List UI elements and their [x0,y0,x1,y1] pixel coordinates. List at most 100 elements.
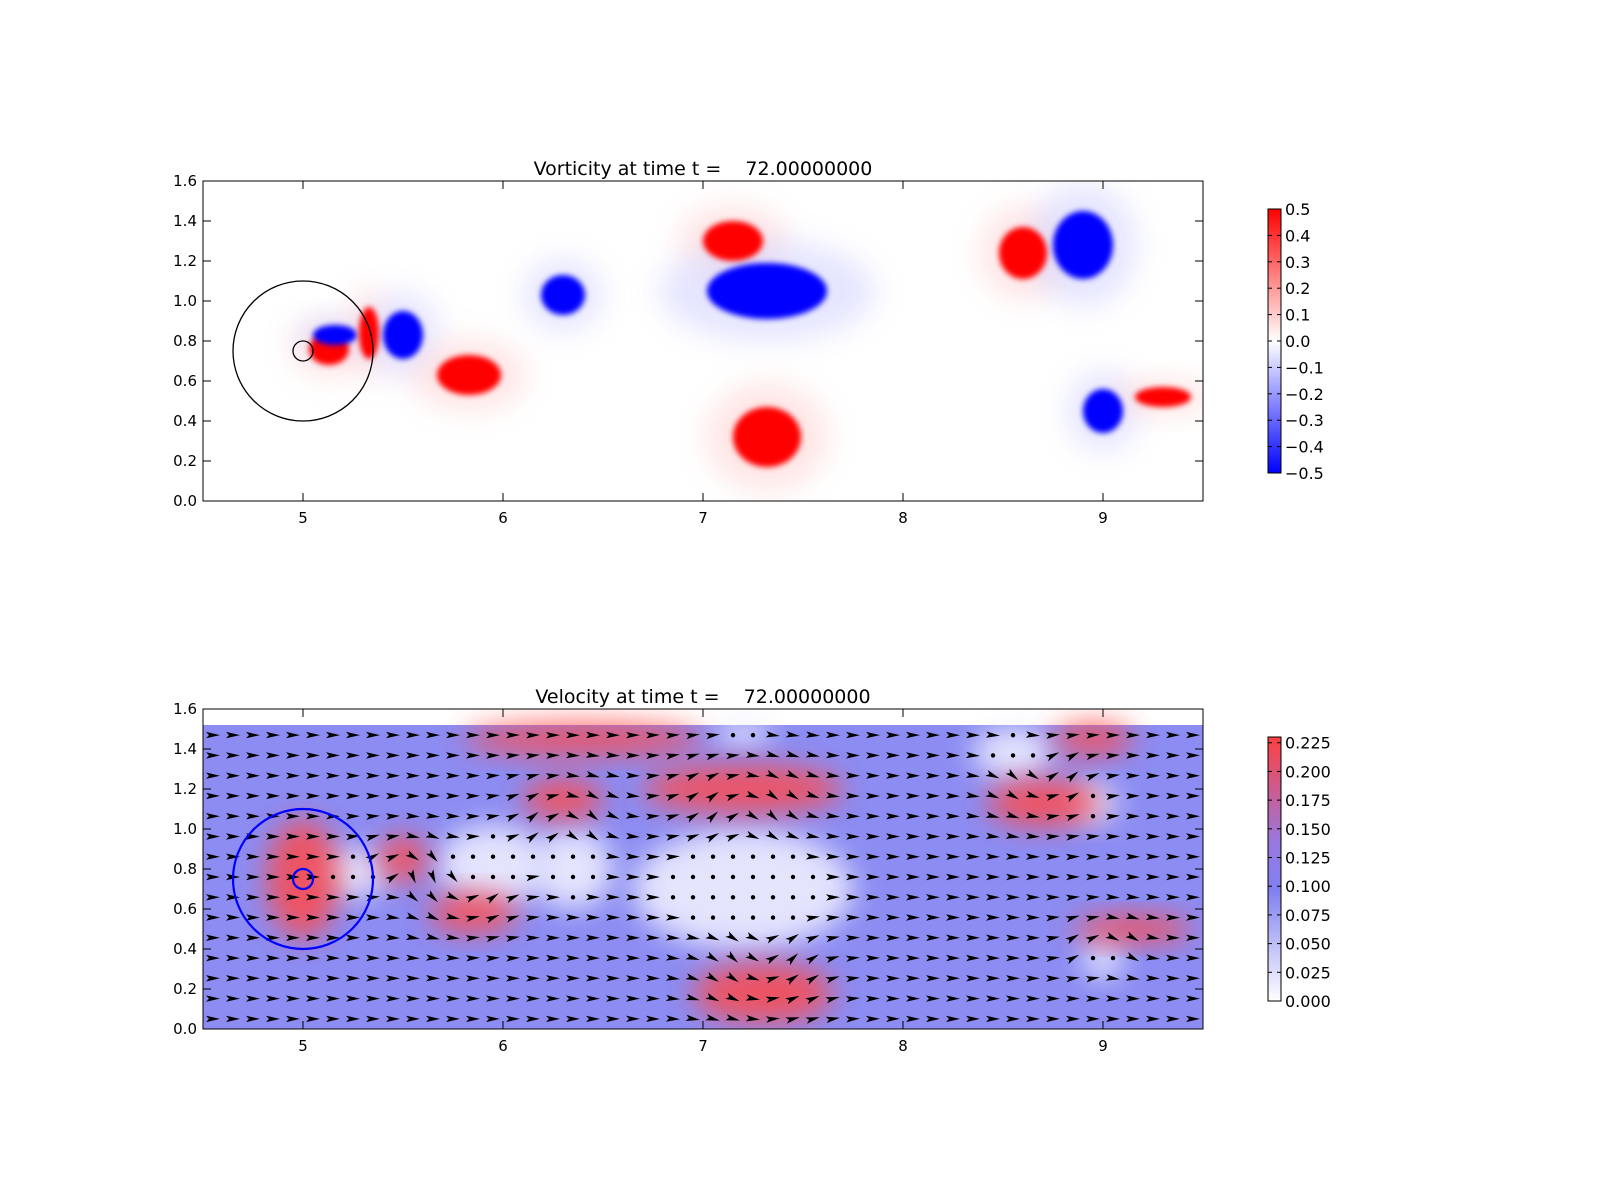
quiver-arrow [446,752,460,759]
slow-region [713,721,773,745]
quiver-dot [750,732,756,738]
quiver-arrow [785,1017,800,1024]
quiver-arrow [246,954,260,962]
quiver-arrow [405,954,420,961]
quiver-arrow [306,934,320,941]
quiver-arrow [846,833,860,840]
quiver-arrow [845,1016,860,1023]
quiver-arrow [966,934,980,941]
quiver-arrow [906,772,920,779]
quiver-arrow [966,975,980,982]
quiver-arrow [685,953,700,960]
quiver-arrow [346,995,360,1002]
quiver-arrow [1106,853,1120,860]
quiver-arrow [465,894,480,903]
quiver-arrow [1045,833,1060,841]
quiver-arrow [406,792,420,800]
quiver-arrow [646,873,660,881]
quiver-arrow [805,915,820,922]
quiver-dot [730,874,736,880]
quiver-arrow [1046,873,1060,881]
velocity-field [203,709,1203,1029]
quiver-arrow [486,1015,500,1023]
quiver-arrow [605,831,620,839]
quiver-dot [730,732,736,738]
quiver-arrow [346,772,360,779]
quiver-arrow [266,1015,280,1023]
quiver-arrow [266,752,280,759]
quiver-arrow [546,934,560,942]
quiver-arrow [326,1015,340,1023]
quiver-arrow [226,934,240,941]
colorbar-tick-label: 0.100 [1285,877,1331,896]
quiver-dot [810,874,816,880]
quiver-arrow [246,731,260,739]
quiver-arrow [286,975,300,982]
quiver-arrow [206,731,220,739]
quiver-arrow [866,914,880,921]
quiver-arrow [246,752,260,759]
quiver-arrow [906,792,920,800]
quiver-arrow [485,752,500,759]
quiver-arrow [665,954,680,961]
quiver-arrow [1166,792,1180,800]
quiver-arrow [926,833,940,840]
quiver-arrow [226,731,240,739]
quiver-arrow [965,833,980,840]
quiver-arrow [545,894,560,901]
quiver-arrow [626,954,640,962]
quiver-arrow [1166,772,1180,779]
quiver-arrow [326,752,340,759]
quiver-arrow [1146,1015,1160,1023]
quiver-arrow [646,934,660,941]
quiver-arrow [1026,975,1040,982]
quiver-arrow [705,992,720,1002]
quiver-arrow [645,853,660,861]
quiver-arrow [326,954,340,962]
quiver-arrow [1025,790,1040,798]
quiver-arrow [366,914,380,921]
quiver-arrow [586,914,600,921]
quiver-arrow [1025,812,1040,819]
quiver-arrow [266,934,280,941]
quiver-arrow [206,995,220,1002]
slow-region [533,829,613,909]
vorticity-colorbar-ticks: −0.5 −0.4 −0.3 −0.2 −0.1 0.0 0.1 0.2 0.3 0.4 0.5 [1268,200,1324,483]
quiver-arrow [485,793,500,800]
quiver-arrow [886,792,900,800]
quiver-arrow [605,771,620,778]
y-tick-label: 0.8 [173,860,197,878]
quiver-arrow [246,853,260,860]
quiver-arrow [1166,995,1180,1002]
quiver-arrow [465,833,480,840]
quiver-arrow [426,772,440,779]
quiver-arrow [886,731,900,739]
cylinder-circle [291,867,315,891]
quiver-arrow [306,975,320,982]
quiver-arrow [725,793,740,802]
quiver-arrow [685,834,700,842]
quiver-arrow [405,933,420,940]
quiver-arrow [425,911,440,921]
quiver-arrow [506,1015,520,1023]
vorticity-x-axis: 5 6 7 8 9 [298,181,1108,527]
quiver-arrow [966,914,980,921]
quiver-arrow [665,1015,680,1022]
quiver-arrow [1106,995,1120,1002]
quiver-arrow [406,995,420,1002]
quiver-dot [790,915,796,920]
fast-region [267,819,339,939]
quiver-arrow [646,1015,660,1022]
quiver-arrow [926,995,940,1002]
quiver-arrow [906,914,920,921]
quiver-arrow [845,935,860,942]
quiver-arrow [665,773,680,781]
quiver-arrow [286,853,300,860]
quiver-arrow [1025,769,1039,780]
quiver-arrow [386,752,400,759]
quiver-arrow [625,853,640,860]
quiver-dot [810,895,816,900]
negative-vortex [1053,211,1113,279]
quiver-arrow [926,731,940,739]
quiver-arrow [286,772,300,779]
